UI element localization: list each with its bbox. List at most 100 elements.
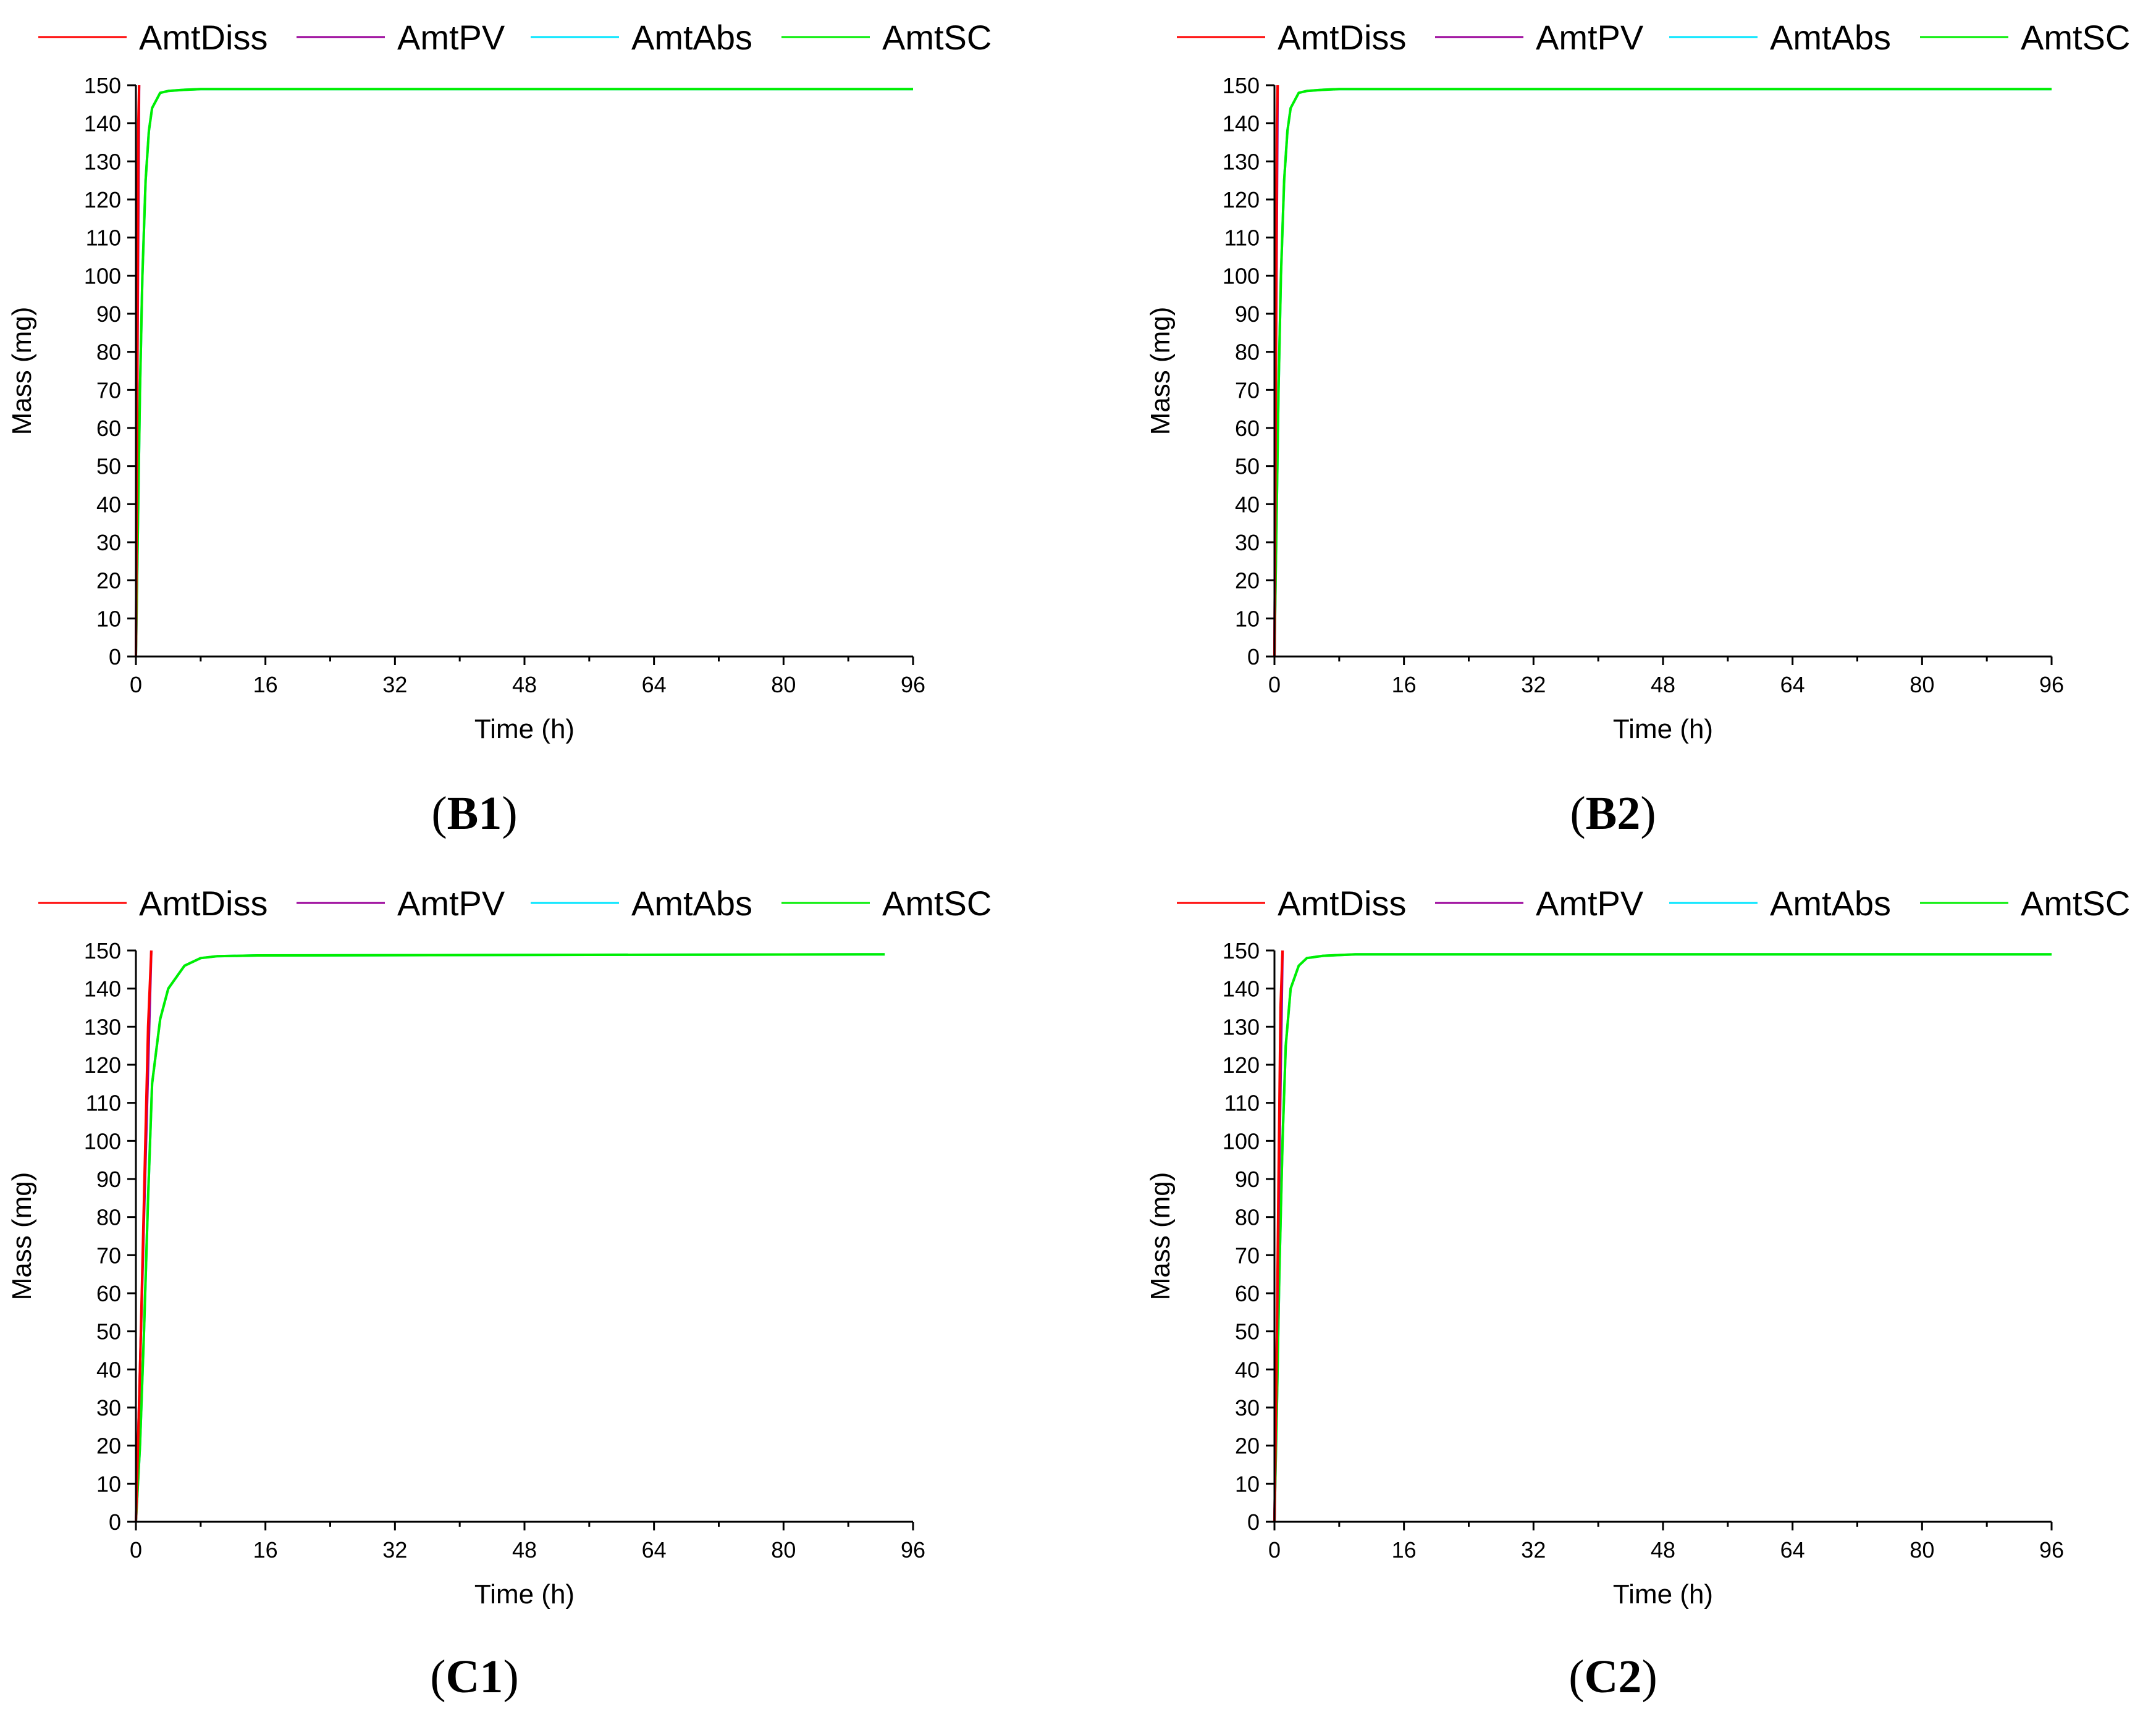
y-tick-label: 30 bbox=[96, 530, 121, 555]
panel-label-close-paren: ) bbox=[1641, 1651, 1657, 1703]
x-tick-label: 0 bbox=[1268, 672, 1281, 697]
y-tick-label: 130 bbox=[1223, 1014, 1260, 1039]
legend-label-amtabs: AmtAbs bbox=[1770, 18, 1891, 57]
legend: AmtDiss AmtPV AmtAbs AmtSC bbox=[38, 18, 992, 57]
y-tick-label: 40 bbox=[96, 492, 121, 517]
axes: 0 10 20 30 40 50 60 70 80 90 100 110 120 130 140 150 0 16… bbox=[1223, 73, 2064, 697]
legend-label-amtsc: AmtSC bbox=[882, 18, 992, 57]
x-tick-label: 96 bbox=[2039, 672, 2064, 697]
y-tick-label: 60 bbox=[1235, 1281, 1260, 1306]
y-tick-label: 110 bbox=[86, 225, 121, 251]
y-tick-label: 0 bbox=[109, 1509, 121, 1535]
legend-label-amtpv: AmtPV bbox=[397, 884, 505, 923]
y-tick-label: 80 bbox=[1235, 1205, 1260, 1230]
x-tick-label: 80 bbox=[771, 1537, 796, 1563]
y-tick-label: 20 bbox=[1235, 568, 1260, 594]
x-tick-label: 16 bbox=[253, 1537, 278, 1563]
y-tick-label: 80 bbox=[1235, 340, 1260, 365]
x-tick-label: 48 bbox=[512, 672, 537, 697]
x-tick-label: 96 bbox=[901, 1537, 925, 1563]
x-tick-label: 0 bbox=[130, 1537, 142, 1563]
y-tick-label: 140 bbox=[1223, 111, 1260, 136]
y-tick-label: 130 bbox=[84, 1014, 121, 1039]
panel-label-open-paren: ( bbox=[1570, 787, 1585, 839]
y-tick-label: 130 bbox=[84, 149, 121, 174]
y-tick-label: 20 bbox=[96, 568, 121, 594]
y-tick-label: 120 bbox=[1223, 187, 1260, 212]
series-line-amtdiss bbox=[135, 950, 153, 1522]
y-tick-label: 10 bbox=[1235, 606, 1260, 631]
panel-label: (C1) bbox=[430, 1651, 519, 1703]
legend-label-amtsc: AmtSC bbox=[882, 884, 992, 923]
x-tick-label: 32 bbox=[382, 672, 407, 697]
x-tick-label: 48 bbox=[512, 1537, 537, 1563]
y-tick-label: 100 bbox=[1223, 263, 1260, 288]
x-tick-label: 16 bbox=[253, 672, 278, 697]
y-tick-label: 30 bbox=[1235, 530, 1260, 555]
y-tick-label: 0 bbox=[1247, 644, 1260, 669]
panel-label-id: C1 bbox=[446, 1651, 503, 1703]
y-tick-label: 30 bbox=[96, 1395, 121, 1420]
y-tick-label: 80 bbox=[96, 340, 121, 365]
panel-label-open-paren: ( bbox=[430, 1651, 445, 1703]
panel-label: (B1) bbox=[431, 787, 517, 839]
y-tick-label: 110 bbox=[86, 1091, 121, 1116]
panel-label: (B2) bbox=[1570, 787, 1656, 839]
y-tick-label: 70 bbox=[1235, 377, 1260, 403]
series-line-amtsc bbox=[1273, 88, 2052, 657]
y-tick-label: 90 bbox=[1235, 301, 1260, 327]
legend-label-amtdiss: AmtDiss bbox=[1278, 884, 1406, 923]
y-axis-title: Mass (mg) bbox=[1145, 1172, 1176, 1301]
y-tick-label: 100 bbox=[1223, 1128, 1260, 1154]
x-axis-title: Time (h) bbox=[1613, 1579, 1713, 1609]
x-axis-title: Time (h) bbox=[474, 714, 575, 744]
panel-label-close-paren: ) bbox=[1640, 787, 1656, 839]
y-tick-label: 50 bbox=[1235, 1319, 1260, 1345]
legend-label-amtabs: AmtAbs bbox=[1770, 884, 1891, 923]
y-tick-label: 40 bbox=[1235, 1357, 1260, 1382]
legend-label-amtsc: AmtSC bbox=[2021, 18, 2130, 57]
legend: AmtDiss AmtPV AmtAbs AmtSC bbox=[1177, 884, 2130, 923]
y-tick-label: 150 bbox=[1223, 938, 1260, 963]
x-tick-label: 16 bbox=[1392, 672, 1417, 697]
series-line-amtabs bbox=[135, 953, 885, 1522]
y-tick-label: 80 bbox=[96, 1205, 121, 1230]
y-tick-label: 120 bbox=[1223, 1052, 1260, 1078]
y-tick-label: 70 bbox=[1235, 1243, 1260, 1268]
x-tick-label: 64 bbox=[1780, 672, 1805, 697]
y-tick-label: 0 bbox=[109, 644, 121, 669]
legend: AmtDiss AmtPV AmtAbs AmtSC bbox=[38, 884, 992, 923]
panel-label-close-paren: ) bbox=[502, 787, 517, 839]
series-line-amtsc bbox=[1273, 953, 2052, 1522]
x-tick-label: 64 bbox=[642, 1537, 667, 1563]
y-tick-label: 60 bbox=[96, 1281, 121, 1306]
y-tick-label: 140 bbox=[84, 976, 121, 1002]
y-tick-label: 40 bbox=[96, 1357, 121, 1382]
panel-label-close-paren: ) bbox=[503, 1651, 518, 1703]
panel-label-id: B2 bbox=[1586, 787, 1641, 839]
legend-label-amtsc: AmtSC bbox=[2021, 884, 2130, 923]
y-tick-label: 140 bbox=[1223, 976, 1260, 1002]
y-tick-label: 100 bbox=[84, 263, 121, 288]
panel-label-open-paren: ( bbox=[1569, 1651, 1584, 1703]
x-tick-label: 16 bbox=[1392, 1537, 1417, 1563]
x-tick-label: 48 bbox=[1651, 1537, 1675, 1563]
panel-label: (C2) bbox=[1569, 1651, 1657, 1703]
series-line-amtabs bbox=[135, 88, 913, 657]
y-tick-label: 150 bbox=[1223, 73, 1260, 98]
series-line-amtsc bbox=[135, 953, 885, 1522]
y-tick-label: 20 bbox=[1235, 1433, 1260, 1459]
legend-label-amtdiss: AmtDiss bbox=[139, 18, 267, 57]
legend-label-amtdiss: AmtDiss bbox=[139, 884, 267, 923]
chart-panel-c2: AmtDiss AmtPV AmtAbs AmtSC 0 10 20 30 40 50 60 70 80… bbox=[1145, 884, 2130, 1703]
panel-label-id: C2 bbox=[1585, 1651, 1642, 1703]
x-tick-label: 96 bbox=[2039, 1537, 2064, 1563]
legend-label-amtabs: AmtAbs bbox=[631, 18, 752, 57]
axes: 0 10 20 30 40 50 60 70 80 90 100 110 120 130 140 150 0 16… bbox=[84, 73, 925, 697]
y-axis-title: Mass (mg) bbox=[1145, 307, 1176, 435]
y-tick-label: 70 bbox=[96, 1243, 121, 1268]
chart-panel-c1: AmtDiss AmtPV AmtAbs AmtSC 0 10 20 30 40 50 60 70 80… bbox=[7, 884, 992, 1703]
x-axis-title: Time (h) bbox=[474, 1579, 575, 1609]
x-tick-label: 32 bbox=[382, 1537, 407, 1563]
